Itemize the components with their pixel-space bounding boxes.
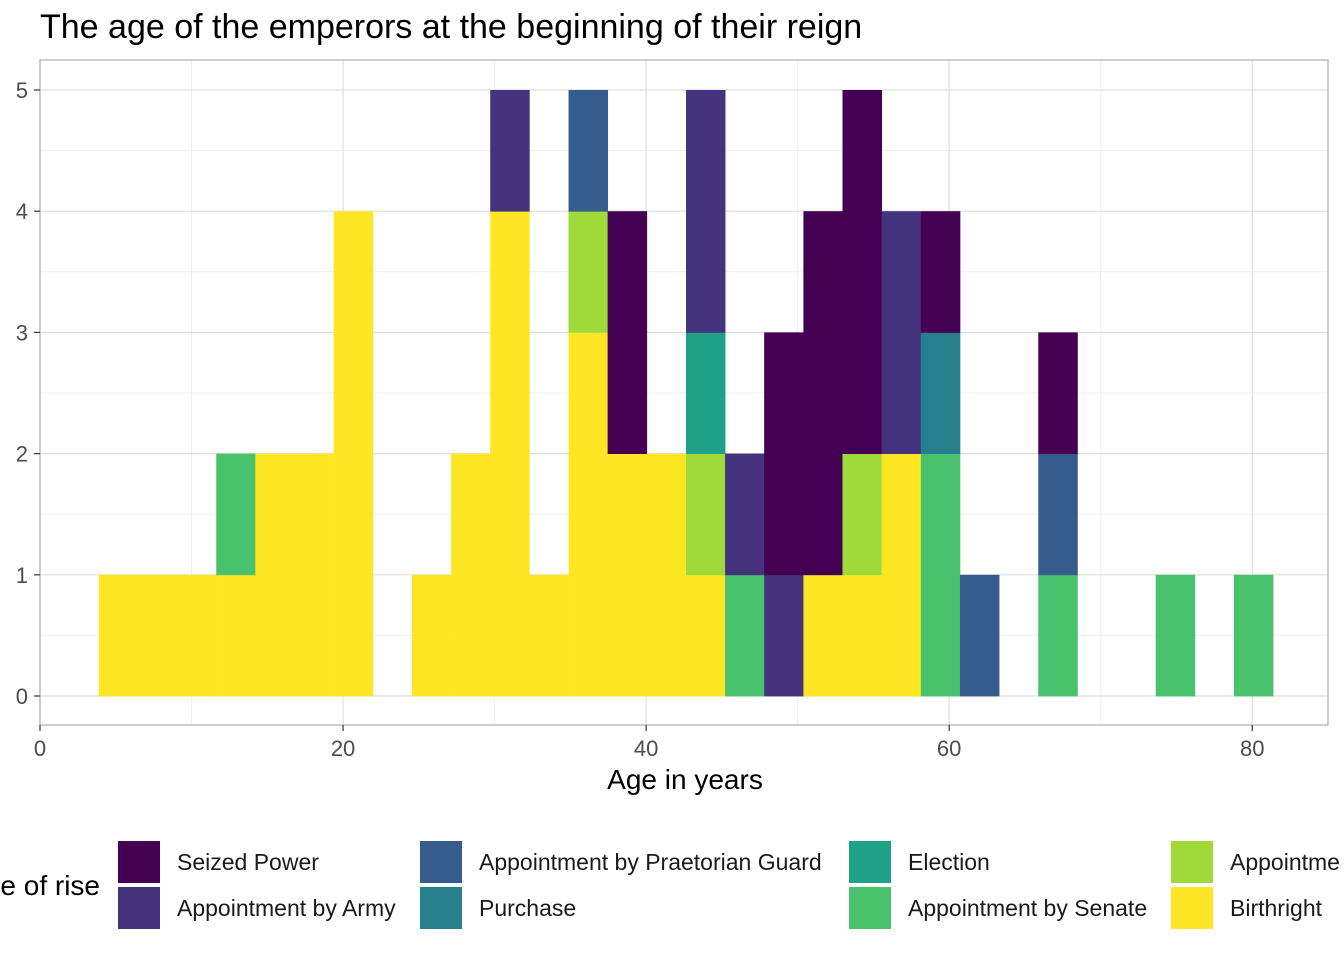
bars [98, 90, 1274, 697]
legend-swatch [118, 841, 160, 883]
legend-item: Appointment by Army [118, 887, 396, 929]
y-tick-label: 4 [16, 199, 28, 224]
y-tick-label: 0 [16, 684, 28, 709]
bar-segment [646, 453, 687, 697]
legend-label: Birthright [1230, 895, 1323, 921]
x-tick-label: 60 [937, 736, 961, 761]
legend-swatch [1171, 887, 1213, 929]
bar-segment [333, 211, 374, 697]
legend-label: Election [908, 849, 990, 875]
bar-segment [490, 90, 530, 212]
plot-panel-border [39, 59, 1329, 726]
legend-label: Seized Power [177, 849, 319, 875]
y-tick-label: 3 [16, 320, 28, 345]
bar-segment [1038, 332, 1078, 454]
y-axis-ticks: 0 1 2 3 4 5 [16, 78, 40, 709]
bar-segment [881, 453, 922, 697]
bar-segment [98, 574, 139, 697]
bar-segment [607, 211, 648, 454]
bar-segment [1233, 574, 1274, 697]
legend-title: e of rise [0, 870, 100, 901]
x-tick-label: 20 [331, 736, 355, 761]
bar-segment [137, 574, 178, 697]
bar-segment [685, 332, 726, 454]
bar-segment [803, 211, 843, 576]
bar-segment [490, 211, 530, 697]
bar-segment [294, 453, 334, 697]
bar-segment [685, 453, 726, 576]
bar-segment [255, 453, 295, 697]
legend-item: Appointment by Praetorian Guard [420, 841, 822, 883]
bar-segment [764, 332, 804, 576]
legend-item: Appointme [1171, 841, 1340, 883]
bar-segment [842, 90, 882, 454]
chart-title: The age of the emperors at the beginning… [40, 8, 862, 46]
legend-swatch [849, 887, 891, 929]
bar-segment [568, 90, 609, 212]
bar-segment [725, 574, 765, 697]
y-tick-label: 2 [16, 442, 28, 467]
legend-item: Election [849, 841, 990, 883]
x-axis-ticks: 0 20 40 60 80 [34, 725, 1264, 761]
legend-label: Purchase [479, 895, 576, 921]
legend-swatch [420, 887, 462, 929]
bar-segment [685, 574, 726, 697]
bar-segment [803, 574, 843, 697]
bar-segment [920, 211, 961, 333]
bar-segment [411, 574, 452, 697]
bar-segment [920, 453, 961, 697]
x-axis-title: Age in years [607, 764, 763, 795]
bar-segment [842, 574, 882, 697]
x-tick-label: 0 [34, 736, 46, 761]
bar-segment [959, 574, 1000, 697]
x-tick-label: 40 [634, 736, 658, 761]
bar-segment [216, 574, 256, 697]
bar-segment [881, 211, 922, 454]
bar-segment [1038, 453, 1078, 576]
bar-segment [842, 453, 882, 576]
bar-segment [568, 332, 609, 697]
legend-swatch [849, 841, 891, 883]
legend-label: Appointme [1230, 849, 1340, 875]
legend-item: Birthright [1171, 887, 1323, 929]
x-tick-label: 80 [1240, 736, 1264, 761]
bar-segment [451, 453, 491, 697]
bar-segment [176, 574, 217, 697]
y-tick-label: 5 [16, 78, 28, 103]
legend-swatch [420, 841, 462, 883]
y-tick-label: 1 [16, 563, 28, 588]
bar-segment [529, 574, 569, 697]
legend-swatch [118, 887, 160, 929]
legend-item: Seized Power [118, 841, 319, 883]
bar-segment [1155, 574, 1196, 697]
legend-label: Appointment by Army [177, 895, 396, 921]
legend: Seized Power Appointment by Praetorian Gu… [118, 841, 1340, 929]
bar-segment [607, 453, 648, 697]
bar-segment [1038, 574, 1078, 697]
legend-label: Appointment by Senate [908, 895, 1147, 921]
bar-segment [568, 211, 609, 333]
legend-item: Appointment by Senate [849, 887, 1147, 929]
bar-segment [216, 453, 256, 576]
bar-segment [920, 332, 961, 454]
legend-label: Appointment by Praetorian Guard [479, 849, 822, 875]
bar-segment [725, 453, 765, 576]
bar-segment [764, 574, 804, 697]
legend-swatch [1171, 841, 1213, 883]
bar-segment [685, 90, 726, 333]
legend-item: Purchase [420, 887, 576, 929]
